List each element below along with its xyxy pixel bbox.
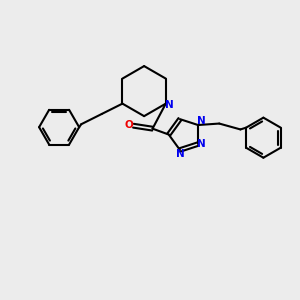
Text: N: N	[196, 116, 205, 127]
Text: N: N	[197, 139, 206, 149]
Text: N: N	[176, 149, 185, 159]
Text: N: N	[165, 100, 174, 110]
Text: O: O	[125, 120, 134, 130]
